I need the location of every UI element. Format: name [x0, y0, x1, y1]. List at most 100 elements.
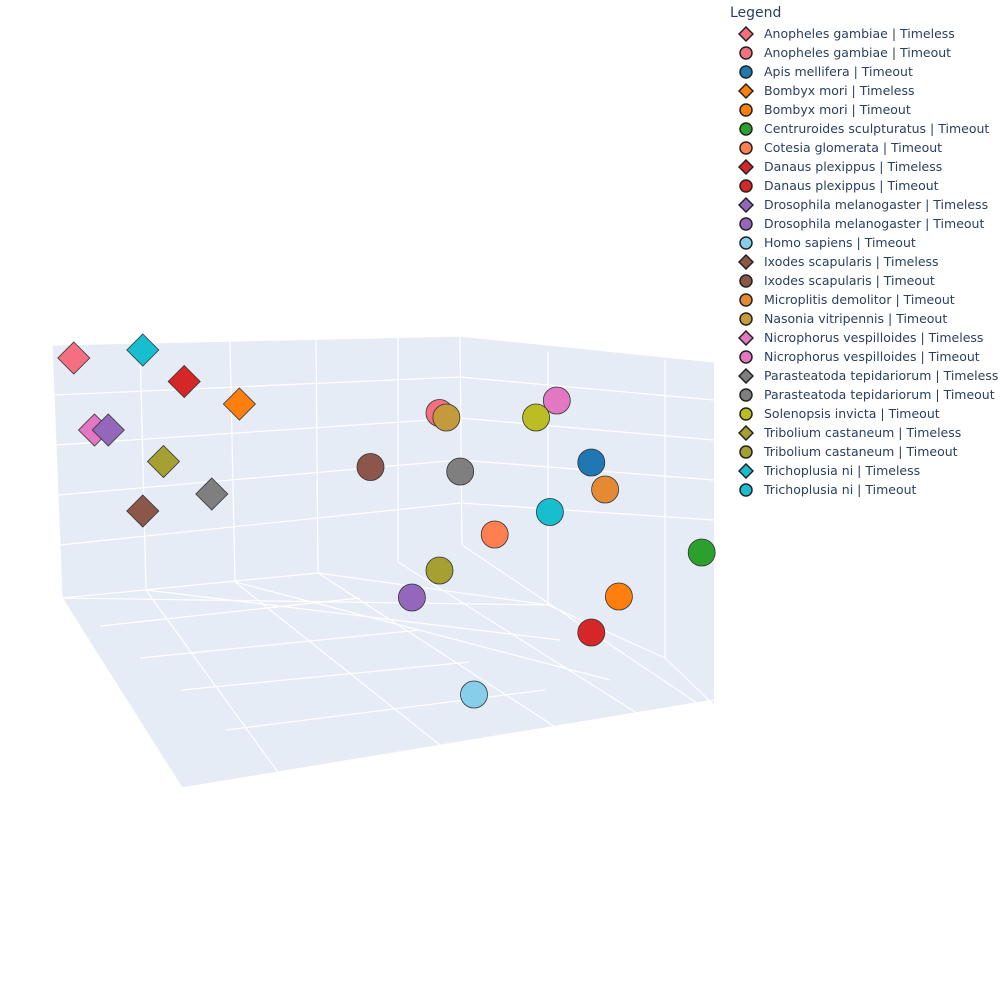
grid-line	[61, 597, 183, 789]
grid-line	[61, 597, 549, 606]
circle-marker-icon	[739, 349, 753, 364]
point-parasteatoda-tepidariorum-timeout[interactable]	[446, 457, 475, 486]
legend-item-drosophila-melanogaster-timeless[interactable]: Drosophila melanogaster | Timeless	[730, 195, 998, 214]
diamond-marker-icon	[738, 367, 754, 384]
legend-item-bombyx-mori-timeless[interactable]: Bombyx mori | Timeless	[730, 81, 998, 100]
legend-item-parasteatoda-tepidariorum-timeout[interactable]: Parasteatoda tepidariorum | Timeout	[730, 385, 998, 404]
grid-line	[139, 629, 421, 659]
circle-marker-icon	[739, 140, 753, 155]
point-nasonia-vitripennis-timeout[interactable]	[432, 403, 461, 432]
legend-item-trichoplusia-ni-timeless[interactable]: Trichoplusia ni | Timeless	[730, 461, 998, 480]
legend-item-cotesia-glomerata-timeout[interactable]: Cotesia glomerata | Timeout	[730, 138, 998, 157]
point-ixodes-scapularis-timeless[interactable]	[126, 494, 160, 528]
grid-line	[225, 689, 546, 731]
point-bombyx-mori-timeless[interactable]	[222, 387, 256, 421]
legend-item-bombyx-mori-timeout[interactable]: Bombyx mori | Timeout	[730, 100, 998, 119]
legend-item-trichoplusia-ni-timeout[interactable]: Trichoplusia ni | Timeout	[730, 480, 998, 499]
legend-item-solenopsis-invicta-timeout[interactable]: Solenopsis invicta | Timeout	[730, 404, 998, 423]
point-homo-sapiens-timeout[interactable]	[460, 680, 488, 709]
grid-line	[139, 342, 147, 591]
legend-item-nicrophorus-vespilloides-timeless[interactable]: Nicrophorus vespilloides | Timeless	[730, 328, 998, 347]
point-nicrophorus-vespilloides-timeout[interactable]	[542, 386, 571, 415]
legend-item-anopheles-gambiae-timeout[interactable]: Anopheles gambiae | Timeout	[730, 43, 998, 62]
point-ixodes-scapularis-timeout[interactable]	[356, 453, 385, 481]
legend-label: Anopheles gambiae | Timeout	[764, 45, 952, 60]
legend-item-ixodes-scapularis-timeout[interactable]: Ixodes scapularis | Timeout	[730, 271, 998, 290]
legend-label: Centruroides sculpturatus | Timeout	[764, 121, 990, 136]
legend-label: Tribolium castaneum | Timeout	[764, 444, 958, 459]
grid-line	[181, 661, 471, 691]
diamond-marker-icon	[738, 82, 754, 99]
point-solenopsis-invicta-timeout[interactable]	[522, 403, 550, 432]
diamond-marker-icon	[738, 462, 754, 479]
grid-line	[234, 581, 441, 746]
point-parasteatoda-tepidariorum-timeless[interactable]	[195, 477, 229, 511]
point-centruroides-sculpturatus-timeout[interactable]	[687, 538, 716, 567]
grid-line	[61, 572, 319, 599]
point-drosophila-melanogaster-timeout[interactable]	[397, 583, 426, 612]
grid-line	[459, 335, 715, 363]
legend-item-microplitis-demolitor-timeout[interactable]: Microplitis demolitor | Timeout	[730, 290, 998, 309]
circle-marker-icon	[739, 121, 753, 136]
legend-items: Anopheles gambiae | Timeless Anopheles ga…	[730, 24, 998, 499]
point-tribolium-castaneum-timeout[interactable]	[425, 556, 454, 585]
legend-item-homo-sapiens-timeout[interactable]: Homo sapiens | Timeout	[730, 233, 998, 252]
grid-line	[145, 589, 281, 776]
grid-line	[459, 335, 463, 546]
point-cotesia-glomerata-timeout[interactable]	[480, 520, 509, 549]
legend-item-parasteatoda-tepidariorum-timeless[interactable]: Parasteatoda tepidariorum | Timeless	[730, 366, 998, 385]
legend-title: Legend	[730, 5, 782, 21]
legend-item-apis-mellifera-timeout[interactable]: Apis mellifera | Timeout	[730, 62, 998, 81]
grid-line	[229, 340, 236, 583]
point-microplitis-demolitor-timeout[interactable]	[591, 475, 619, 504]
legend: Legend Anopheles gambiae | Timeless Anoph…	[730, 4, 998, 499]
grid-line	[56, 417, 461, 446]
grid-line	[460, 502, 715, 521]
legend-label: Anopheles gambiae | Timeless	[764, 26, 955, 41]
circle-marker-icon	[739, 311, 753, 326]
grid-line	[397, 561, 641, 716]
legend-item-centruroides-sculpturatus-timeout[interactable]: Centruroides sculpturatus | Timeout	[730, 119, 998, 138]
circle-marker-icon	[739, 102, 753, 117]
point-anopheles-gambiae-timeless[interactable]	[57, 341, 91, 375]
legend-label: Drosophila melanogaster | Timeout	[764, 216, 985, 231]
circle-marker-icon	[739, 292, 753, 307]
legend-label: Bombyx mori | Timeless	[764, 83, 915, 98]
legend-item-ixodes-scapularis-timeless[interactable]: Ixodes scapularis | Timeless	[730, 252, 998, 271]
point-drosophila-melanogaster-timeless[interactable]	[91, 413, 125, 447]
point-trichoplusia-ni-timeout[interactable]	[536, 498, 564, 526]
grid-line	[145, 589, 561, 641]
grid-line	[54, 376, 461, 396]
diamond-marker-icon	[738, 25, 754, 42]
legend-item-nicrophorus-vespilloides-timeout[interactable]: Nicrophorus vespilloides | Timeout	[730, 347, 998, 366]
grid-line	[459, 417, 715, 441]
point-tribolium-castaneum-timeless[interactable]	[146, 444, 181, 479]
legend-label: Cotesia glomerata | Timeout	[764, 140, 943, 155]
point-danaus-plexippus-timeout[interactable]	[577, 618, 606, 647]
grid-line	[459, 376, 715, 401]
legend-item-nasonia-vitripennis-timeout[interactable]: Nasonia vitripennis | Timeout	[730, 309, 998, 328]
circle-marker-icon	[739, 387, 753, 402]
legend-label: Danaus plexippus | Timeout	[764, 178, 939, 193]
legend-label: Tribolium castaneum | Timeless	[764, 425, 962, 440]
point-apis-mellifera-timeout[interactable]	[577, 448, 606, 477]
grid-lines	[51, 335, 715, 789]
circle-marker-icon	[739, 45, 753, 60]
grid-line	[51, 335, 461, 346]
legend-label: Ixodes scapularis | Timeless	[764, 254, 939, 269]
point-trichoplusia-ni-timeless[interactable]	[126, 333, 160, 367]
legend-item-danaus-plexippus-timeout[interactable]: Danaus plexippus | Timeout	[730, 176, 998, 195]
legend-item-tribolium-castaneum-timeless[interactable]: Tribolium castaneum | Timeless	[730, 423, 998, 442]
grid-line	[181, 699, 715, 789]
legend-item-drosophila-melanogaster-timeout[interactable]: Drosophila melanogaster | Timeout	[730, 214, 998, 233]
legend-item-tribolium-castaneum-timeout[interactable]: Tribolium castaneum | Timeout	[730, 442, 998, 461]
legend-label: Nicrophorus vespilloides | Timeout	[764, 349, 980, 364]
circle-marker-icon	[739, 482, 753, 497]
point-bombyx-mori-timeout[interactable]	[605, 582, 633, 611]
legend-label: Solenopsis invicta | Timeout	[764, 406, 940, 421]
point-danaus-plexippus-timeless[interactable]	[167, 364, 201, 399]
legend-item-danaus-plexippus-timeless[interactable]: Danaus plexippus | Timeless	[730, 157, 998, 176]
legend-item-anopheles-gambiae-timeless[interactable]: Anopheles gambiae | Timeless	[730, 24, 998, 43]
circle-marker-icon	[739, 235, 753, 250]
